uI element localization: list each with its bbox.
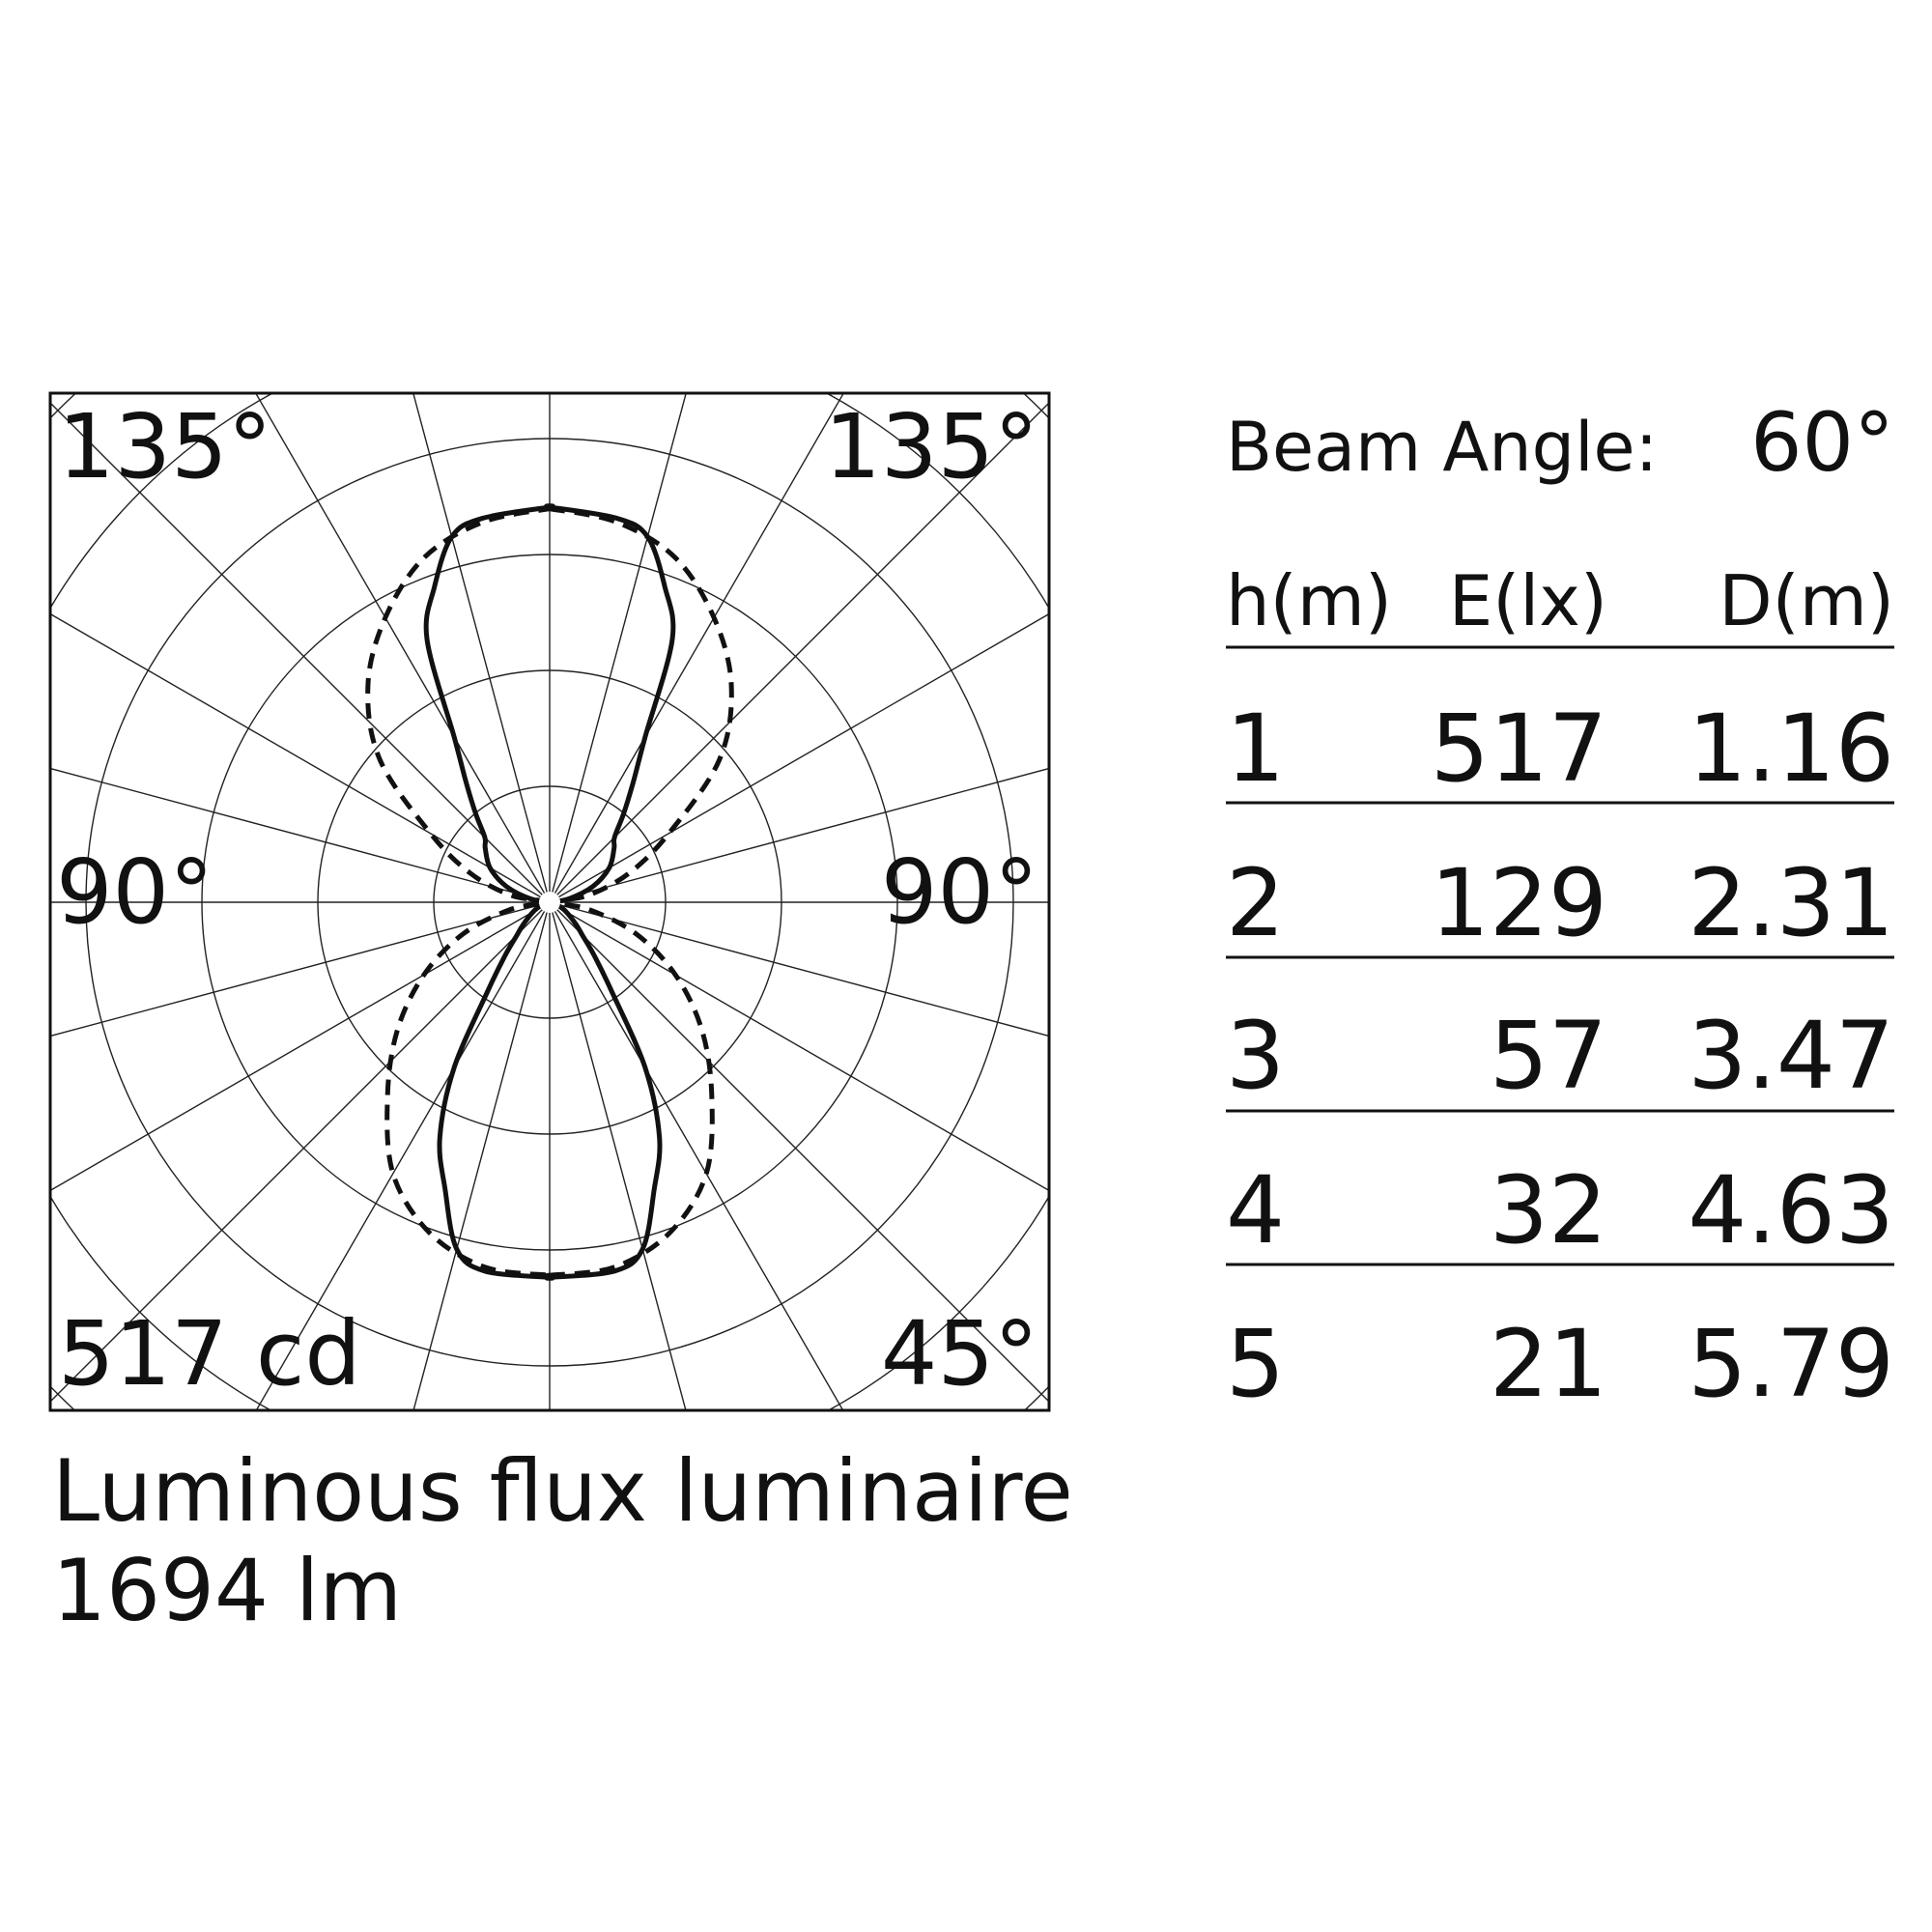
- table-row: 4 32 4.63: [1226, 1156, 1894, 1266]
- cell-d: 5.79: [1688, 1310, 1894, 1418]
- cell-d: 4.63: [1688, 1156, 1894, 1264]
- polar-curves: [365, 503, 734, 1281]
- angle-label-top-left: 135°: [58, 395, 272, 498]
- table-row: 2 129 2.31: [1226, 849, 1894, 959]
- header-h: h(m): [1226, 560, 1392, 641]
- flux-title: Luminous flux luminaire: [52, 1441, 1073, 1541]
- cell-e: 21: [1490, 1310, 1607, 1418]
- cell-h: 1: [1226, 695, 1285, 803]
- cell-h: 3: [1226, 1002, 1285, 1110]
- cell-h: 2: [1226, 849, 1285, 957]
- cell-d: 3.47: [1688, 1002, 1894, 1110]
- flux-value: 1694 lm: [52, 1541, 402, 1640]
- illuminance-table: h(m) E(lx) D(m) 1 517 1.16 2 129 2.31 3 …: [1226, 560, 1894, 1418]
- cell-e: 32: [1490, 1156, 1607, 1264]
- cell-d: 2.31: [1688, 849, 1894, 957]
- beam-angle-label: Beam Angle:: [1226, 408, 1658, 487]
- center-dot: [539, 892, 560, 913]
- table-row: 3 57 3.47: [1226, 1002, 1894, 1113]
- angle-label-right: 90°: [881, 840, 1038, 944]
- table-row: 1 517 1.16: [1226, 695, 1894, 805]
- header-d: D(m): [1719, 560, 1894, 641]
- scale-label: 517 cd: [58, 1302, 361, 1406]
- angle-label-bottom-right: 45°: [881, 1302, 1038, 1406]
- beam-angle-value: 60°: [1750, 395, 1894, 490]
- distribution-curve-dashed: [365, 504, 734, 1279]
- angle-label-left: 90°: [56, 840, 213, 944]
- chart-frame: [48, 391, 1051, 1412]
- cell-e: 129: [1431, 849, 1607, 957]
- cell-e: 57: [1490, 1002, 1607, 1110]
- cell-h: 5: [1226, 1310, 1285, 1418]
- cell-d: 1.16: [1688, 695, 1894, 803]
- table-row: 5 21 5.79: [1226, 1310, 1894, 1418]
- cell-e: 517: [1431, 695, 1607, 803]
- cell-h: 4: [1226, 1156, 1285, 1264]
- header-e: E(lx): [1449, 560, 1607, 641]
- angle-label-top-right: 135°: [824, 395, 1038, 498]
